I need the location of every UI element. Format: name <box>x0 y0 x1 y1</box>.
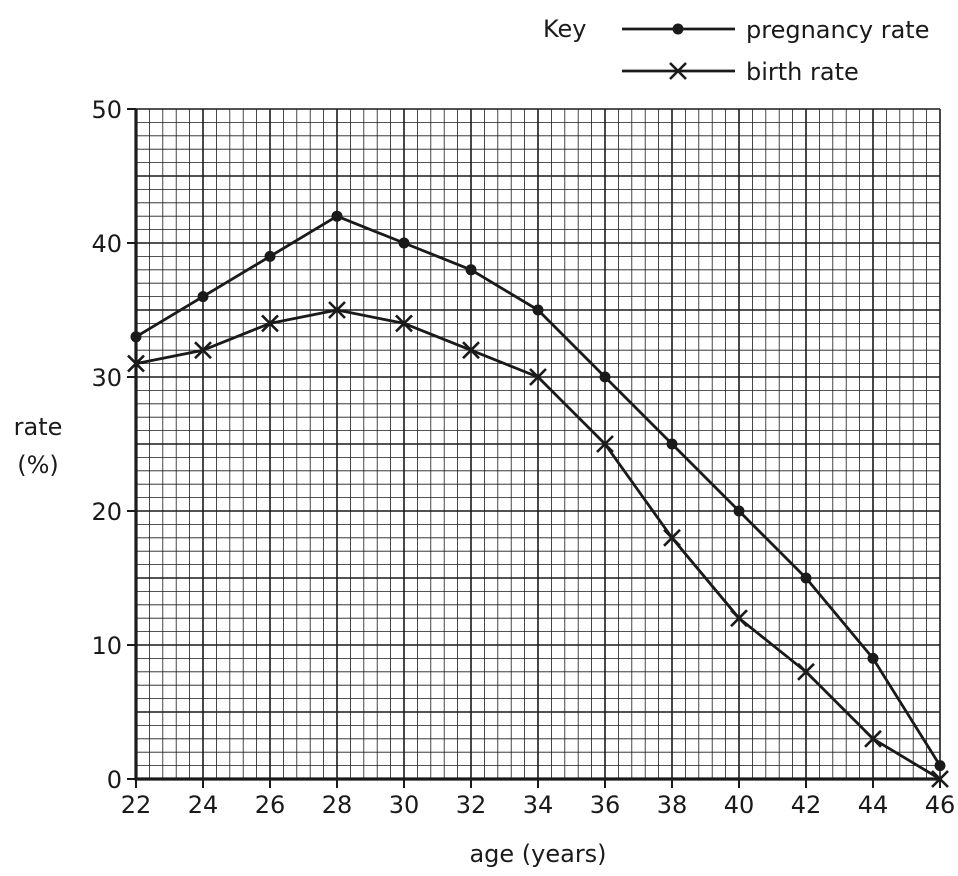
y-tick-label: 40 <box>91 230 122 258</box>
cross-marker-stroke <box>127 354 145 373</box>
x-tick-label: 40 <box>724 791 755 819</box>
data-point-pregnancy-rate <box>398 237 410 249</box>
legend-title: Key <box>543 15 587 43</box>
data-point-pregnancy-rate <box>800 572 812 584</box>
x-tick-label: 28 <box>322 791 353 819</box>
cross-marker-stroke <box>529 368 547 386</box>
y-tick-label: 20 <box>91 498 122 526</box>
x-tick-label: 26 <box>255 791 286 819</box>
data-point-pregnancy-rate <box>130 331 142 343</box>
data-point-birth-rate <box>462 341 480 360</box>
data-point-birth-rate <box>261 314 279 333</box>
legend: Key pregnancy rate birth rate <box>543 15 929 86</box>
cross-marker-stroke <box>462 341 480 360</box>
legend-label: pregnancy rate <box>746 16 929 44</box>
data-point-legend-pregnancy-rate <box>672 23 684 35</box>
data-point-birth-rate <box>797 662 815 681</box>
axes <box>127 108 941 788</box>
cross-marker-stroke <box>328 301 346 319</box>
series <box>127 210 949 788</box>
data-point-birth-rate <box>864 729 882 748</box>
data-point-birth-rate <box>395 314 413 333</box>
legend-entry-birth-rate: birth rate <box>622 58 859 86</box>
cross-marker-stroke <box>261 314 279 333</box>
y-tick-label: 10 <box>91 632 122 660</box>
cross-marker-stroke <box>194 341 212 360</box>
data-point-birth-rate <box>529 368 547 386</box>
y-axis-unit: (%) <box>17 451 59 479</box>
x-tick-label: 30 <box>389 791 420 819</box>
cross-marker-stroke <box>395 314 413 333</box>
data-point-legend-birth-rate <box>669 62 687 80</box>
x-tick-label: 22 <box>121 791 152 819</box>
legend-label: birth rate <box>746 58 859 86</box>
data-point-pregnancy-rate <box>465 264 477 276</box>
y-tick-label: 50 <box>91 96 122 124</box>
data-point-pregnancy-rate <box>331 210 343 222</box>
x-tick-label: 36 <box>590 791 621 819</box>
data-point-birth-rate <box>127 354 145 373</box>
data-point-birth-rate <box>931 770 949 788</box>
x-axis-title: age (years) <box>469 840 606 868</box>
cross-marker-stroke <box>864 729 882 748</box>
data-point-birth-rate <box>730 609 748 628</box>
x-tick-label: 32 <box>456 791 487 819</box>
data-point-birth-rate <box>596 435 614 453</box>
data-point-pregnancy-rate <box>934 760 946 772</box>
data-point-pregnancy-rate <box>867 652 879 664</box>
data-point-birth-rate <box>663 528 681 547</box>
series-pregnancy-rate <box>130 210 946 772</box>
legend-entry-pregnancy-rate: pregnancy rate <box>622 16 929 44</box>
y-tick-label: 30 <box>91 364 122 392</box>
tick-labels: 22 24 26 28 30 32 34 36 38 40 42 44 46 0 10 20 30 40 50 <box>91 96 955 819</box>
data-point-pregnancy-rate <box>666 438 678 450</box>
x-tick-label: 42 <box>791 791 822 819</box>
x-tick-label: 34 <box>523 791 554 819</box>
cross-marker-stroke <box>931 770 949 788</box>
data-point-birth-rate <box>194 341 212 360</box>
x-tick-label: 46 <box>925 791 956 819</box>
cross-marker-stroke <box>730 609 748 628</box>
cross-marker-stroke <box>663 528 681 547</box>
series-birth-rate <box>127 301 949 788</box>
cross-marker-stroke <box>669 62 687 80</box>
data-point-pregnancy-rate <box>599 371 611 383</box>
data-point-birth-rate <box>328 301 346 319</box>
y-axis-title: rate <box>14 413 63 441</box>
data-point-pregnancy-rate <box>733 505 745 517</box>
data-point-pregnancy-rate <box>197 291 209 303</box>
cross-marker-stroke <box>596 435 614 453</box>
data-point-pregnancy-rate <box>264 250 276 262</box>
x-tick-label: 38 <box>657 791 688 819</box>
y-tick-label: 0 <box>107 766 122 794</box>
x-tick-label: 24 <box>188 791 219 819</box>
cross-marker-stroke <box>797 662 815 681</box>
grid <box>135 108 941 780</box>
data-point-pregnancy-rate <box>532 304 544 316</box>
x-tick-label: 44 <box>858 791 889 819</box>
